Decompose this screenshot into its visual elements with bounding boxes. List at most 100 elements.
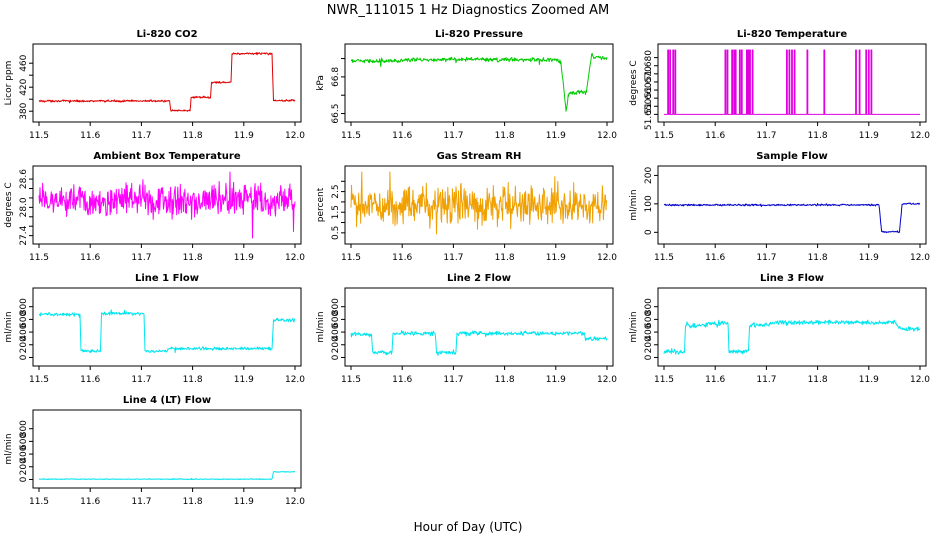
y-axis-label: Licor ppm: [4, 61, 14, 106]
x-tick-label: 12.0: [285, 131, 305, 141]
y-tick-label: 28.0: [19, 197, 29, 217]
y-tick-label: 51.680: [644, 50, 654, 82]
y-tick-label: 200: [19, 458, 29, 475]
panel-title: Li-820 CO2: [136, 29, 197, 40]
series-line-line-3-flow: [663, 319, 921, 355]
y-tick-label: 400: [19, 323, 29, 340]
x-tick-label: 11.7: [756, 375, 776, 385]
x-tick-label: 11.6: [392, 131, 412, 141]
y-tick-label: 380: [19, 102, 29, 119]
y-axis-label: ml/min: [4, 433, 14, 464]
x-tick-label: 11.8: [495, 253, 515, 263]
plot-frame: [32, 287, 302, 367]
series-line-li-820-temperature: [664, 49, 920, 115]
x-tick-label: 11.8: [183, 131, 203, 141]
series-line-line-1-flow: [38, 309, 296, 354]
x-tick-label: 11.8: [495, 375, 515, 385]
x-tick-label: 11.5: [29, 497, 49, 507]
x-tick-label: 12.0: [910, 131, 930, 141]
x-tick-label: 11.8: [495, 131, 515, 141]
x-tick-label: 12.0: [597, 131, 617, 141]
x-tick-label: 11.9: [859, 375, 879, 385]
x-tick-label: 11.6: [705, 131, 725, 141]
figure-x-axis-label: Hour of Day (UTC): [414, 520, 523, 534]
x-tick-label: 11.6: [392, 375, 412, 385]
x-tick-label: 11.5: [29, 131, 49, 141]
x-tick-label: 11.8: [183, 253, 203, 263]
panel-ambient-box-temperature: Ambient Box Temperature 11.5 11.6 11.7 11.8 1…: [4, 151, 305, 263]
x-tick-label: 12.0: [597, 253, 617, 263]
x-tick-label: 12.0: [285, 253, 305, 263]
y-tick-label: 2.5: [331, 184, 341, 198]
panel-title: Sample Flow: [756, 151, 828, 162]
y-axis-label: ml/min: [629, 189, 639, 220]
x-tick-label: 11.5: [29, 375, 49, 385]
panel-title: Gas Stream RH: [437, 151, 522, 162]
x-tick-label: 11.7: [443, 253, 463, 263]
x-tick-label: 11.8: [808, 253, 828, 263]
y-tick-label: 800: [644, 298, 654, 315]
x-tick-label: 11.6: [80, 375, 100, 385]
panel-title: Li-820 Temperature: [737, 29, 847, 40]
y-axis-label: ml/min: [4, 311, 14, 342]
panel-title: Line 4 (LT) Flow: [123, 395, 211, 406]
panel-line-1-flow: Line 1 Flow 11.5 11.6 11.7 11.8 11.9 12.0 02004…: [4, 273, 305, 385]
x-tick-label: 11.9: [234, 375, 254, 385]
x-tick-label: 11.9: [546, 253, 566, 263]
y-tick-label: 0: [331, 354, 341, 360]
y-tick-label: 100: [644, 195, 654, 212]
x-tick-label: 11.9: [546, 131, 566, 141]
y-tick-label: 0: [644, 354, 654, 360]
plot-frame: [657, 43, 927, 123]
x-tick-label: 12.0: [285, 497, 305, 507]
x-tick-label: 11.6: [80, 253, 100, 263]
x-tick-label: 11.9: [859, 131, 879, 141]
y-axis-label: degrees C: [4, 182, 14, 227]
x-tick-label: 11.6: [392, 253, 412, 263]
x-tick-label: 11.9: [234, 131, 254, 141]
x-tick-label: 11.7: [756, 131, 776, 141]
plot-frame: [32, 165, 302, 245]
figure-title: NWR_111015 1 Hz Diagnostics Zoomed AM: [327, 3, 610, 18]
plot-frame: [657, 165, 927, 245]
y-axis-label: percent: [316, 187, 326, 222]
x-tick-label: 11.9: [234, 497, 254, 507]
y-tick-label: 200: [644, 336, 654, 353]
y-tick-label: 420: [19, 78, 29, 95]
x-tick-label: 11.6: [80, 131, 100, 141]
panel-title: Ambient Box Temperature: [93, 151, 240, 162]
x-tick-label: 11.7: [443, 131, 463, 141]
x-tick-label: 12.0: [910, 375, 930, 385]
y-axis-label: ml/min: [316, 311, 326, 342]
panel-title: Line 2 Flow: [447, 273, 511, 284]
panel-li-820-temperature: Li-820 Temperature 11.5 11.6 11.7 11.8 11.9 12…: [629, 29, 930, 141]
x-tick-label: 11.5: [29, 253, 49, 263]
y-tick-label: 600: [19, 433, 29, 450]
y-axis-label: kPa: [316, 75, 326, 91]
y-tick-label: 600: [19, 311, 29, 328]
panel-gas-stream-rh: Gas Stream RH 11.5 11.6 11.7 11.8 11.9 12.0 0.5…: [316, 151, 617, 263]
panel-sample-flow: Sample Flow 11.5 11.6 11.7 11.8 11.9 12.0 0 100 2…: [629, 151, 930, 263]
y-tick-label: 800: [331, 298, 341, 315]
series-line-gas-stream-rh: [350, 171, 608, 235]
y-tick-label: 800: [19, 420, 29, 437]
plot-frame: [32, 43, 302, 123]
plot-frame: [344, 165, 614, 245]
x-tick-label: 11.8: [808, 131, 828, 141]
panel-line-4-lt-flow: Line 4 (LT) Flow 11.5 11.6 11.7 11.8 11.9 12.0…: [4, 395, 305, 507]
plot-frame: [32, 409, 302, 489]
y-axis-label: ml/min: [629, 311, 639, 342]
x-tick-label: 12.0: [910, 253, 930, 263]
panel-grid: Li-820 CO2 11.5 11.6 11.7 11.8 11.9 12.0 380 420…: [4, 29, 930, 507]
y-tick-label: 200: [331, 336, 341, 353]
panel-li-820-pressure: Li-820 Pressure 11.5 11.6 11.7 11.8 11.9 12.0 6…: [316, 29, 617, 141]
panel-line-2-flow: Line 2 Flow 11.5 11.6 11.7 11.8 11.9 12.0 02004…: [316, 273, 617, 385]
x-tick-label: 11.6: [705, 253, 725, 263]
x-tick-label: 11.7: [131, 253, 151, 263]
y-tick-label: 0: [19, 354, 29, 360]
x-tick-label: 12.0: [597, 375, 617, 385]
x-tick-label: 11.7: [443, 375, 463, 385]
x-tick-label: 11.8: [808, 375, 828, 385]
y-tick-label: 66.8: [331, 67, 341, 87]
